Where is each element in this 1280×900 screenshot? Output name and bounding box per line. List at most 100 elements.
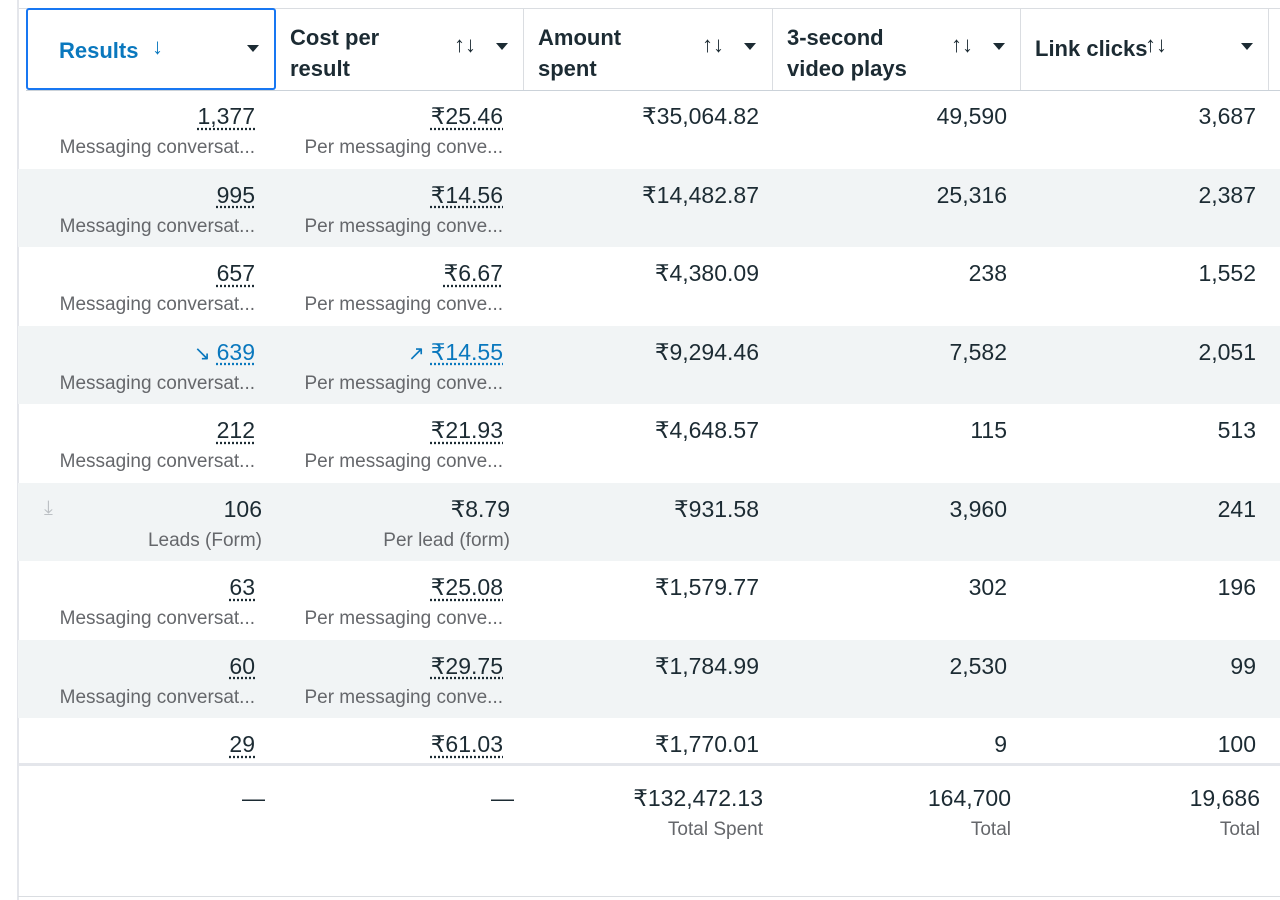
cost-per-result-value[interactable]: ₹25.08 [430, 574, 503, 600]
results-value[interactable]: 995 [216, 181, 255, 208]
table-row[interactable]: 60 Messaging conversat... ₹29.75 Per messag… [18, 639, 1280, 718]
video-plays-value: 302 [968, 574, 1007, 600]
results-value[interactable]: 657 [216, 260, 255, 286]
totals-row: — — ₹132,472.13 Total Spent 164,700 Tota… [18, 763, 1280, 897]
results-value[interactable]: ↘ 639 [194, 338, 255, 368]
link-clicks-value: 196 [1217, 574, 1256, 600]
cost-per-result-value[interactable]: ₹14.56 [430, 181, 503, 208]
column-header-results[interactable]: Results ↓ [26, 8, 276, 90]
results-type: Messaging conversat... [59, 372, 255, 394]
results-type: Messaging conversat... [59, 451, 255, 472]
column-label: Link clicks [1035, 36, 1148, 61]
top-divider [0, 0, 1280, 9]
link-clicks-value: 3,687 [1198, 103, 1256, 129]
table-row[interactable]: 212 Messaging conversat... ₹21.93 Per messa… [18, 404, 1280, 482]
column-header-video-plays[interactable]: 3-second video plays ↑↓ [773, 8, 1021, 90]
cost-per-result-type: Per lead (form) [383, 529, 510, 551]
cost-per-result-type: Per messaging conve... [304, 215, 503, 237]
cost-per-result-value[interactable]: ↗ ₹14.55 [408, 338, 503, 368]
table-row[interactable]: 63 Messaging conversat... ₹25.08 Per messag… [18, 561, 1280, 639]
results-value[interactable]: 106 [223, 495, 262, 522]
results-type: Leads (Form) [147, 529, 262, 551]
chevron-down-icon[interactable] [247, 45, 259, 52]
amount-spent-value: ₹14,482.87 [642, 181, 759, 208]
total-cost: — [491, 785, 514, 811]
cost-per-result-value[interactable]: ₹29.75 [430, 652, 503, 679]
column-header-link-clicks[interactable]: Link clicks ↑↓ [1021, 8, 1269, 90]
results-value[interactable]: 1,377 [197, 103, 255, 129]
results-type: Messaging conversat... [59, 294, 255, 315]
total-amount-spent-label: Total Spent [667, 819, 763, 840]
left-gutter [0, 0, 19, 900]
amount-spent-value: ₹1,579.77 [654, 574, 759, 600]
cost-per-result-type: Per messaging conve... [304, 451, 503, 472]
table-row[interactable]: ↘ 639 Messaging conversat... ↗ ₹14.55 Per mes… [18, 325, 1280, 404]
results-type: Messaging conversat... [59, 608, 255, 629]
cost-per-result-value[interactable]: ₹25.46 [430, 103, 503, 129]
chevron-down-icon[interactable] [744, 43, 756, 50]
amount-spent-value: ₹931.58 [674, 495, 759, 522]
sort-down-icon[interactable]: ↓ [152, 34, 163, 59]
total-amount-spent: ₹132,472.13 [633, 785, 763, 811]
cost-per-result-value[interactable]: ₹8.79 [450, 495, 510, 522]
column-label: Amount spent [538, 25, 622, 81]
results-value[interactable]: 29 [229, 731, 255, 757]
video-plays-value: 7,582 [949, 338, 1007, 365]
cost-per-result-value[interactable]: ₹6.67 [443, 260, 503, 286]
amount-spent-value: ₹35,064.82 [642, 103, 759, 129]
link-clicks-value: 513 [1217, 417, 1256, 443]
sort-icon[interactable]: ↑↓ [1145, 32, 1167, 57]
amount-spent-value: ₹1,784.99 [654, 652, 759, 679]
amount-spent-value: ₹4,648.57 [654, 417, 759, 443]
results-value[interactable]: 60 [229, 652, 255, 679]
total-video-plays: 164,700 [927, 785, 1011, 811]
table-row[interactable]: 29 ₹61.03 ₹1,770.01 9 100 [18, 718, 1280, 796]
results-value[interactable]: 63 [229, 574, 255, 600]
table-header: Results ↓ Cost per result ↑↓ Amount spen… [26, 8, 1280, 91]
cost-per-result-value[interactable]: ₹61.03 [430, 731, 503, 757]
amount-spent-value: ₹9,294.46 [654, 338, 759, 365]
total-link-clicks-label: Total [1219, 819, 1260, 840]
total-results: — [242, 785, 265, 811]
total-link-clicks: 19,686 [1189, 785, 1260, 811]
table-row[interactable]: 995 Messaging conversat... ₹14.56 Per messa… [18, 168, 1280, 247]
cost-per-result-type: Per messaging conve... [304, 137, 503, 158]
sort-icon[interactable]: ↑↓ [951, 32, 973, 57]
video-plays-value: 9 [994, 731, 1007, 757]
column-label: Results [59, 38, 139, 63]
amount-spent-value: ₹1,770.01 [654, 731, 759, 757]
column-label: Cost per result [290, 25, 380, 81]
download-icon[interactable]: ⤓ [44, 496, 53, 519]
video-plays-value: 3,960 [949, 495, 1007, 522]
column-label: 3-second video plays [787, 25, 907, 81]
sort-icon[interactable]: ↑↓ [702, 32, 724, 57]
cost-per-result-type: Per messaging conve... [304, 294, 503, 315]
link-clicks-value: 1,552 [1198, 260, 1256, 286]
amount-spent-value: ₹4,380.09 [654, 260, 759, 286]
results-type: Messaging conversat... [59, 686, 255, 708]
link-clicks-value: 2,051 [1198, 338, 1256, 365]
table-row[interactable]: 1,377 Messaging conversat... ₹25.46 Per mes… [18, 90, 1280, 168]
chevron-down-icon[interactable] [496, 43, 508, 50]
video-plays-value: 49,590 [936, 103, 1007, 129]
results-type: Messaging conversat... [59, 215, 255, 237]
cost-per-result-type: Per messaging conve... [304, 372, 503, 394]
results-value[interactable]: 212 [216, 417, 255, 443]
table-row[interactable]: 657 Messaging conversat... ₹6.67 Per messag… [18, 247, 1280, 325]
video-plays-value: 115 [970, 417, 1007, 443]
video-plays-value: 2,530 [949, 652, 1007, 679]
video-plays-value: 25,316 [936, 181, 1007, 208]
sort-icon[interactable]: ↑↓ [454, 32, 476, 57]
results-type: Messaging conversat... [59, 137, 255, 158]
link-clicks-value: 2,387 [1198, 181, 1256, 208]
cost-per-result-type: Per messaging conve... [304, 686, 503, 708]
column-header-amount-spent[interactable]: Amount spent ↑↓ [524, 8, 773, 90]
total-video-plays-label: Total [970, 819, 1011, 840]
cost-per-result-type: Per messaging conve... [304, 608, 503, 629]
chevron-down-icon[interactable] [993, 43, 1005, 50]
table-row[interactable]: ⤓ 106 Leads (Form) ₹8.79 Per lead (form) ₹931… [18, 482, 1280, 561]
cost-per-result-value[interactable]: ₹21.93 [430, 417, 503, 443]
chevron-down-icon[interactable] [1241, 43, 1253, 50]
column-header-cost-per-result[interactable]: Cost per result ↑↓ [276, 8, 524, 90]
trend-down-icon: ↘ [193, 342, 211, 365]
